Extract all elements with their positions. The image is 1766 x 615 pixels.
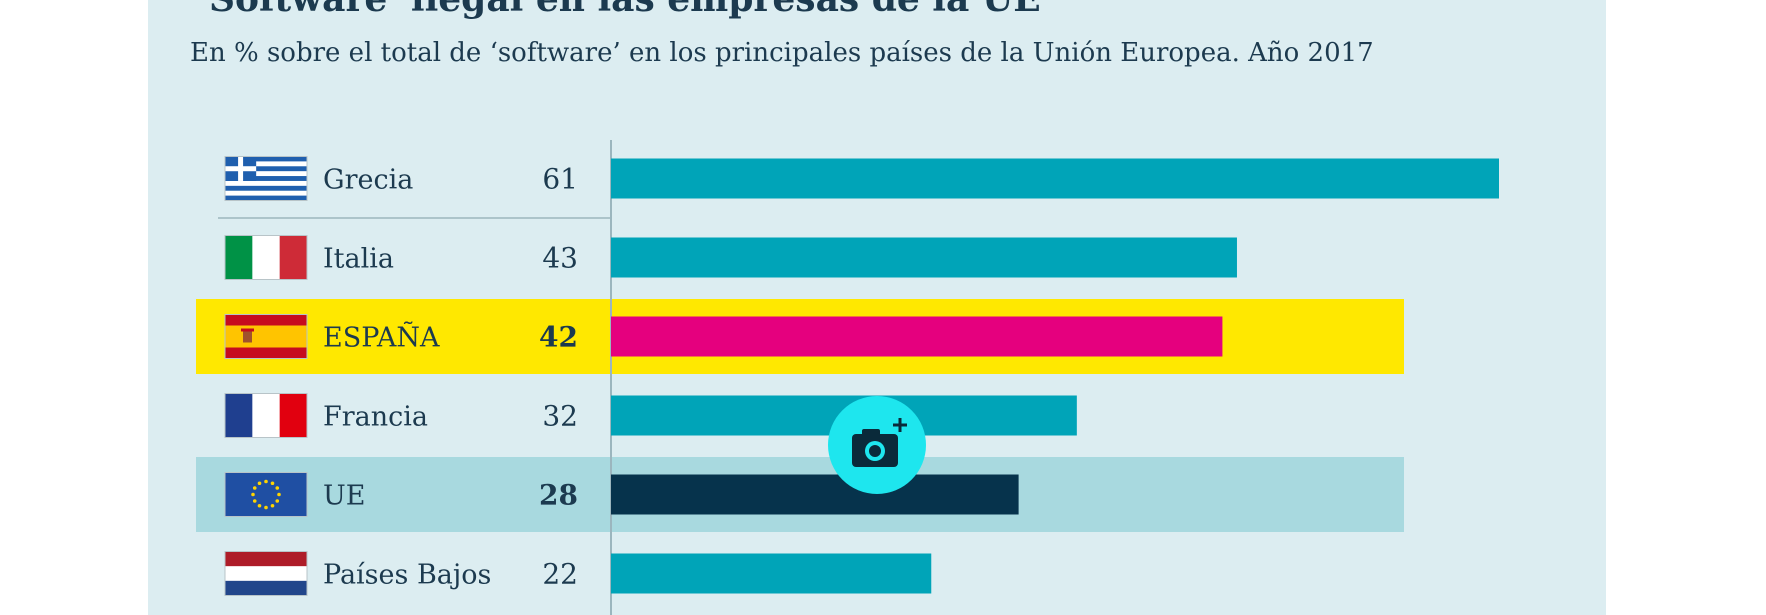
chart-subtitle: En % sobre el total de ‘software’ en los…: [190, 38, 1374, 68]
value-label-grecia: 61: [542, 163, 578, 196]
category-label-italia: Italia: [323, 244, 394, 275]
bar-italia: [611, 237, 1237, 278]
flag-grecia-icon: [224, 156, 308, 201]
flag-paises-bajos-icon: [224, 551, 308, 596]
value-label-italia: 43: [542, 242, 578, 275]
category-label-francia: Francia: [323, 402, 428, 433]
bar-espana: [611, 316, 1223, 357]
chart-title: 'Software' ilegal en las empresas de la …: [198, 0, 1041, 20]
flag-italia-icon: [224, 235, 308, 280]
camera-plus-icon: [852, 418, 907, 467]
camera-add-button[interactable]: [828, 396, 926, 494]
value-label-espana: 42: [539, 321, 578, 354]
category-label-espana: ESPAÑA: [323, 320, 440, 354]
value-label-francia: 32: [542, 400, 578, 433]
bar-grecia: [611, 158, 1499, 199]
category-label-paises-bajos: Países Bajos: [323, 560, 491, 591]
bar-paises-bajos: [611, 553, 932, 594]
chart-panel: Grecia 61 Italia 43 ESPAÑA 42 Francia 32 UE 28 Paí…: [148, 0, 1606, 615]
bar-chart: Grecia 61 Italia 43 ESPAÑA 42 Francia 32 UE 28 Paí…: [196, 140, 1499, 615]
category-label-ue: UE: [323, 481, 365, 512]
flag-francia-icon: [224, 393, 308, 438]
flag-espana-icon: [224, 314, 308, 359]
flag-ue-icon: [224, 472, 308, 517]
value-label-paises-bajos: 22: [542, 558, 578, 591]
bar-ue: [611, 474, 1019, 515]
value-label-ue: 28: [539, 479, 578, 512]
category-label-grecia: Grecia: [323, 165, 413, 196]
